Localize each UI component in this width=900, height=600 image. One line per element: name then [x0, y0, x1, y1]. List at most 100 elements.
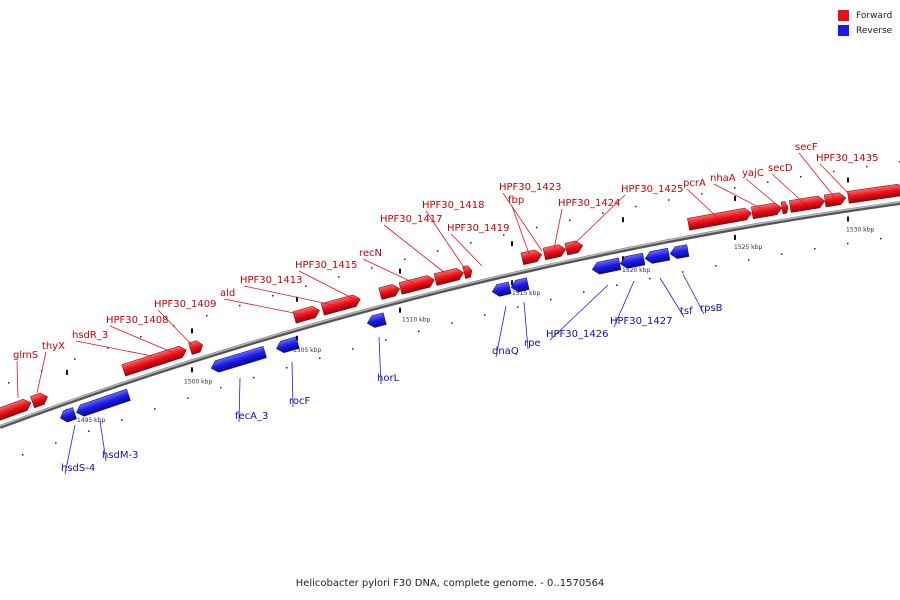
gene-thyX[interactable]: [30, 391, 49, 409]
gene-arrow: [847, 183, 900, 204]
minor-tick: [305, 285, 307, 287]
major-tick: [191, 367, 193, 373]
gene-tsf[interactable]: [644, 247, 671, 264]
leader-line: [64, 424, 76, 475]
minor-tick: [781, 253, 783, 255]
figure-caption: Helicobacter pylori F30 DNA, complete ge…: [295, 578, 605, 589]
gene-label-tsf: tsf: [680, 306, 693, 317]
major-tick: [511, 280, 513, 286]
scale-tick-label: 1520 kbp: [622, 267, 650, 274]
gene-pcrA[interactable]: [687, 207, 752, 231]
leader-line: [502, 192, 543, 252]
gene-fecA_3[interactable]: [209, 345, 267, 374]
backbone-line: [0, 201, 900, 429]
minor-tick: [767, 181, 769, 183]
major-tick: [296, 296, 298, 302]
major-tick: [399, 307, 401, 313]
leader-line: [495, 305, 507, 358]
gene-label-secD: secD: [768, 163, 793, 174]
gene-features: [0, 183, 900, 424]
gene-HPF30_1435[interactable]: [847, 183, 900, 204]
minor-tick: [418, 330, 420, 333]
minor-tick: [352, 348, 354, 350]
gene-label-secF: secF: [795, 142, 818, 153]
scale-tick-label: 1530 kbp: [846, 226, 874, 233]
minor-tick: [734, 187, 736, 189]
gene-yajC[interactable]: [780, 201, 789, 215]
gene-label-thyX: thyX: [42, 341, 65, 352]
leader-line: [238, 377, 241, 423]
minor-tick: [220, 386, 222, 389]
gene-horL[interactable]: [366, 312, 387, 329]
gene-recN[interactable]: [378, 283, 401, 300]
gene-arrow: [619, 252, 646, 269]
gene-dnaQ[interactable]: [491, 281, 512, 298]
gene-ald[interactable]: [292, 305, 321, 324]
scale-tick-label: 1500 kbp: [184, 378, 212, 385]
gene-HPF30_1419[interactable]: [462, 265, 474, 279]
gene-rocF[interactable]: [275, 336, 300, 355]
gene-rpe[interactable]: [510, 277, 530, 293]
leader-line: [425, 210, 466, 270]
minor-tick: [22, 454, 24, 456]
minor-tick: [470, 242, 472, 244]
gene-label-HPF30_1424: HPF30_1424: [558, 198, 620, 209]
gene-HPF30_1413[interactable]: [320, 293, 362, 316]
leader-line: [109, 325, 175, 354]
minor-tick: [833, 170, 835, 173]
gene-arrow: [366, 312, 387, 328]
minor-tick: [682, 271, 684, 273]
scale-tick-label: 1505 kbp: [293, 347, 321, 354]
gene-nhaA[interactable]: [750, 202, 783, 220]
minor-tick: [649, 277, 651, 280]
gene-secD[interactable]: [788, 195, 826, 213]
gene-arrow: [121, 345, 187, 377]
leader-line: [819, 163, 852, 197]
gene-hsdM-3[interactable]: [75, 388, 131, 418]
gene-arrow: [491, 281, 512, 297]
leader-line: [291, 361, 294, 408]
gene-rpsB[interactable]: [669, 244, 690, 260]
major-tick: [511, 241, 513, 247]
minor-tick: [602, 212, 604, 214]
gene-HPF30_1409[interactable]: [188, 339, 205, 355]
gene-fbp[interactable]: [520, 249, 543, 266]
gene-arrow: [188, 340, 204, 355]
gene-hsdR_3[interactable]: [121, 344, 188, 377]
major-tick: [399, 268, 401, 274]
genome-backbone: [0, 201, 900, 429]
gene-secF[interactable]: [823, 192, 847, 208]
gene-label-HPF30_1415: HPF30_1415: [295, 260, 357, 271]
gene-label-HPF30_1417: HPF30_1417: [380, 214, 442, 225]
leader-line: [298, 270, 357, 301]
gene-arrow: [320, 294, 361, 316]
gene-HPF30_1424[interactable]: [564, 240, 584, 256]
gene-label-rpe: rpe: [524, 338, 541, 349]
gene-HPF30_1423[interactable]: [542, 243, 567, 261]
legend-forward: Forward: [838, 8, 892, 23]
minor-tick: [451, 322, 453, 324]
minor-tick: [503, 234, 505, 236]
gene-HPF30_1426[interactable]: [591, 257, 622, 275]
gene-label-HPF30_1409: HPF30_1409: [154, 299, 216, 310]
scale-tick-label: 1495 kbp: [77, 417, 105, 424]
leader-line: [99, 420, 107, 462]
minor-tick: [107, 347, 109, 349]
gene-arrow: [210, 345, 267, 373]
gene-arrow: [60, 407, 77, 423]
gene-HPF30_1427[interactable]: [619, 252, 646, 269]
gene-label-HPF30_1425: HPF30_1425: [621, 184, 683, 195]
leader-line: [243, 285, 334, 306]
minor-tick: [437, 250, 439, 252]
gene-HPF30_1417[interactable]: [398, 274, 436, 295]
minor-tick: [187, 397, 189, 399]
gene-label-rocF: rocF: [289, 396, 311, 407]
gene-label-horL: horL: [377, 373, 400, 384]
gene-label-hsdR_3: hsdR_3: [72, 330, 108, 341]
leader-line: [157, 309, 195, 348]
gene-hsdS-4[interactable]: [58, 407, 77, 424]
minor-tick: [880, 237, 882, 240]
gene-HPF30_1418[interactable]: [433, 267, 465, 286]
gene-glmS[interactable]: [0, 397, 33, 421]
